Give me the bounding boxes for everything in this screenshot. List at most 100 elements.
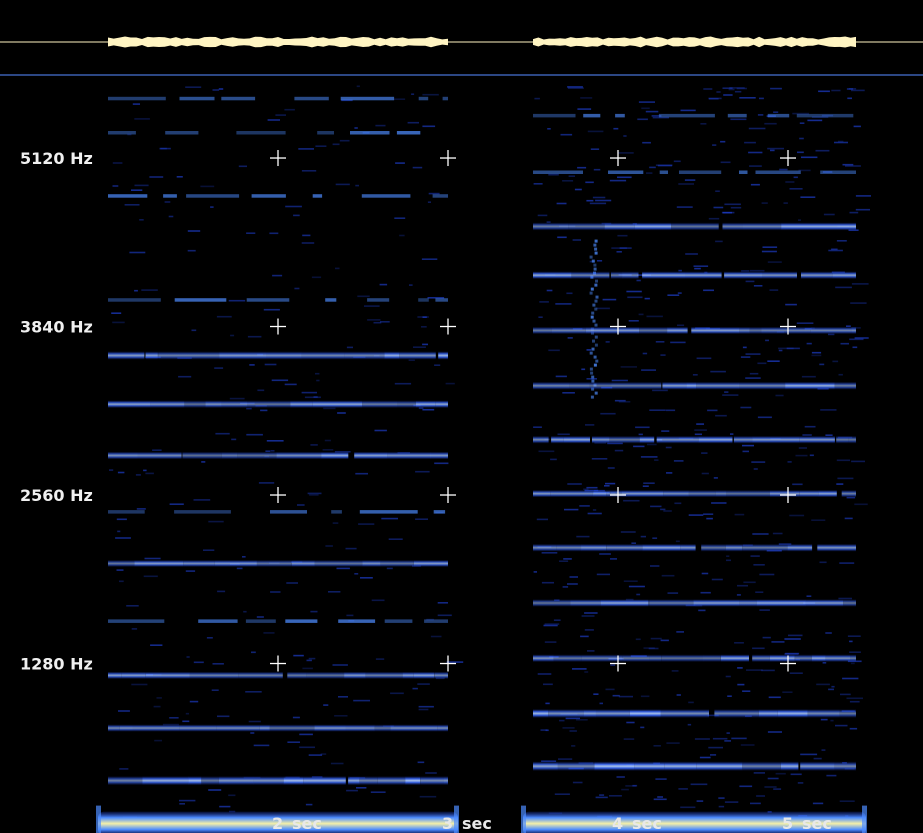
noise-speck bbox=[308, 657, 316, 660]
noise-speck bbox=[154, 739, 162, 742]
noise-speck bbox=[792, 112, 810, 115]
noise-speck bbox=[726, 732, 730, 734]
noise-speck bbox=[673, 460, 684, 462]
noise-speck bbox=[427, 297, 445, 299]
noise-speck bbox=[358, 523, 375, 525]
band-piece bbox=[218, 776, 254, 786]
noise-speck bbox=[208, 789, 222, 791]
noise-speck bbox=[417, 761, 425, 764]
band-piece bbox=[571, 271, 610, 279]
noise-speck bbox=[652, 389, 668, 392]
band-piece bbox=[703, 654, 721, 662]
band-piece bbox=[550, 490, 593, 498]
noise-speck bbox=[753, 564, 765, 566]
noise-speck bbox=[168, 215, 174, 218]
band-cap bbox=[454, 805, 459, 833]
noise-speck bbox=[310, 444, 318, 446]
band-piece bbox=[174, 298, 227, 302]
noise-speck bbox=[842, 163, 854, 166]
noise-speck bbox=[753, 468, 758, 470]
band-piece bbox=[108, 131, 136, 135]
noise-speck bbox=[445, 382, 455, 385]
noise-speck bbox=[325, 545, 333, 547]
noise-speck bbox=[353, 699, 370, 702]
band-piece bbox=[823, 222, 856, 231]
band-piece bbox=[855, 271, 856, 279]
grid-marker bbox=[780, 487, 796, 504]
noise-speck bbox=[315, 372, 320, 375]
noise-speck bbox=[152, 449, 162, 451]
noise-speck bbox=[129, 251, 146, 254]
band-piece bbox=[442, 96, 448, 101]
band-piece bbox=[362, 400, 397, 408]
noise-speck bbox=[408, 359, 415, 361]
noise-speck bbox=[786, 347, 800, 350]
noise-speck bbox=[555, 303, 572, 305]
band-piece bbox=[387, 451, 431, 460]
x-tick-value: 2 bbox=[272, 814, 283, 833]
noise-speck bbox=[757, 362, 767, 365]
harmonic-band bbox=[533, 543, 856, 552]
band-piece bbox=[834, 381, 856, 390]
noise-speck bbox=[569, 730, 577, 732]
band-piece bbox=[622, 271, 639, 279]
noise-speck bbox=[759, 573, 775, 576]
noise-speck bbox=[673, 160, 681, 163]
y-tick-label: 2560 Hz bbox=[20, 486, 93, 505]
noise-speck bbox=[571, 745, 576, 747]
noise-speck bbox=[334, 715, 348, 717]
noise-speck bbox=[798, 169, 811, 172]
noise-speck bbox=[141, 289, 158, 291]
transient-streak bbox=[589, 367, 593, 371]
noise-speck bbox=[749, 165, 762, 167]
noise-speck bbox=[323, 704, 329, 706]
band-piece bbox=[205, 400, 222, 408]
noise-speck bbox=[635, 426, 650, 429]
noise-speck bbox=[736, 87, 747, 90]
grid-markers bbox=[270, 150, 796, 672]
noise-speck bbox=[544, 641, 557, 643]
noise-speck bbox=[417, 316, 429, 318]
noise-speck bbox=[335, 267, 340, 270]
noise-speck bbox=[674, 502, 682, 505]
noise-speck bbox=[249, 364, 255, 366]
harmonic-band bbox=[533, 170, 856, 174]
noise-speck bbox=[708, 746, 723, 749]
band-piece bbox=[671, 222, 719, 231]
noise-speck bbox=[751, 461, 766, 463]
harmonic-band bbox=[108, 400, 448, 408]
noise-speck bbox=[730, 118, 747, 121]
noise-speck bbox=[849, 338, 864, 341]
transient-streak bbox=[591, 311, 595, 315]
noise-speck bbox=[680, 806, 696, 809]
band-piece bbox=[142, 776, 189, 786]
band-piece bbox=[533, 599, 571, 607]
band-piece bbox=[660, 709, 709, 718]
band-piece bbox=[314, 724, 346, 732]
noise-speck bbox=[623, 499, 640, 502]
x-tick-label: 2 sec bbox=[272, 814, 322, 833]
noise-speck bbox=[354, 127, 358, 129]
band-piece bbox=[807, 709, 840, 718]
noise-speck bbox=[822, 171, 833, 173]
transient-streak bbox=[594, 299, 598, 303]
noise-speck bbox=[537, 673, 552, 675]
noise-speck bbox=[238, 165, 247, 168]
x-tick-unit: sec bbox=[802, 814, 832, 833]
transient-streak bbox=[591, 259, 595, 263]
noise-speck bbox=[617, 234, 628, 237]
transient-streak bbox=[594, 343, 598, 347]
x-tick-unit: sec bbox=[632, 814, 662, 833]
noise-speck bbox=[724, 391, 729, 393]
noise-speck bbox=[305, 803, 313, 806]
noise-speck bbox=[304, 396, 321, 399]
noise-speck bbox=[828, 249, 843, 252]
noise-speck bbox=[216, 315, 232, 318]
noise-speck bbox=[189, 700, 199, 703]
band-piece bbox=[432, 194, 448, 198]
noise-speck bbox=[271, 379, 289, 382]
band-piece bbox=[150, 400, 185, 408]
noise-speck bbox=[580, 97, 593, 99]
noise-speck bbox=[115, 537, 131, 539]
band-piece bbox=[221, 451, 238, 460]
